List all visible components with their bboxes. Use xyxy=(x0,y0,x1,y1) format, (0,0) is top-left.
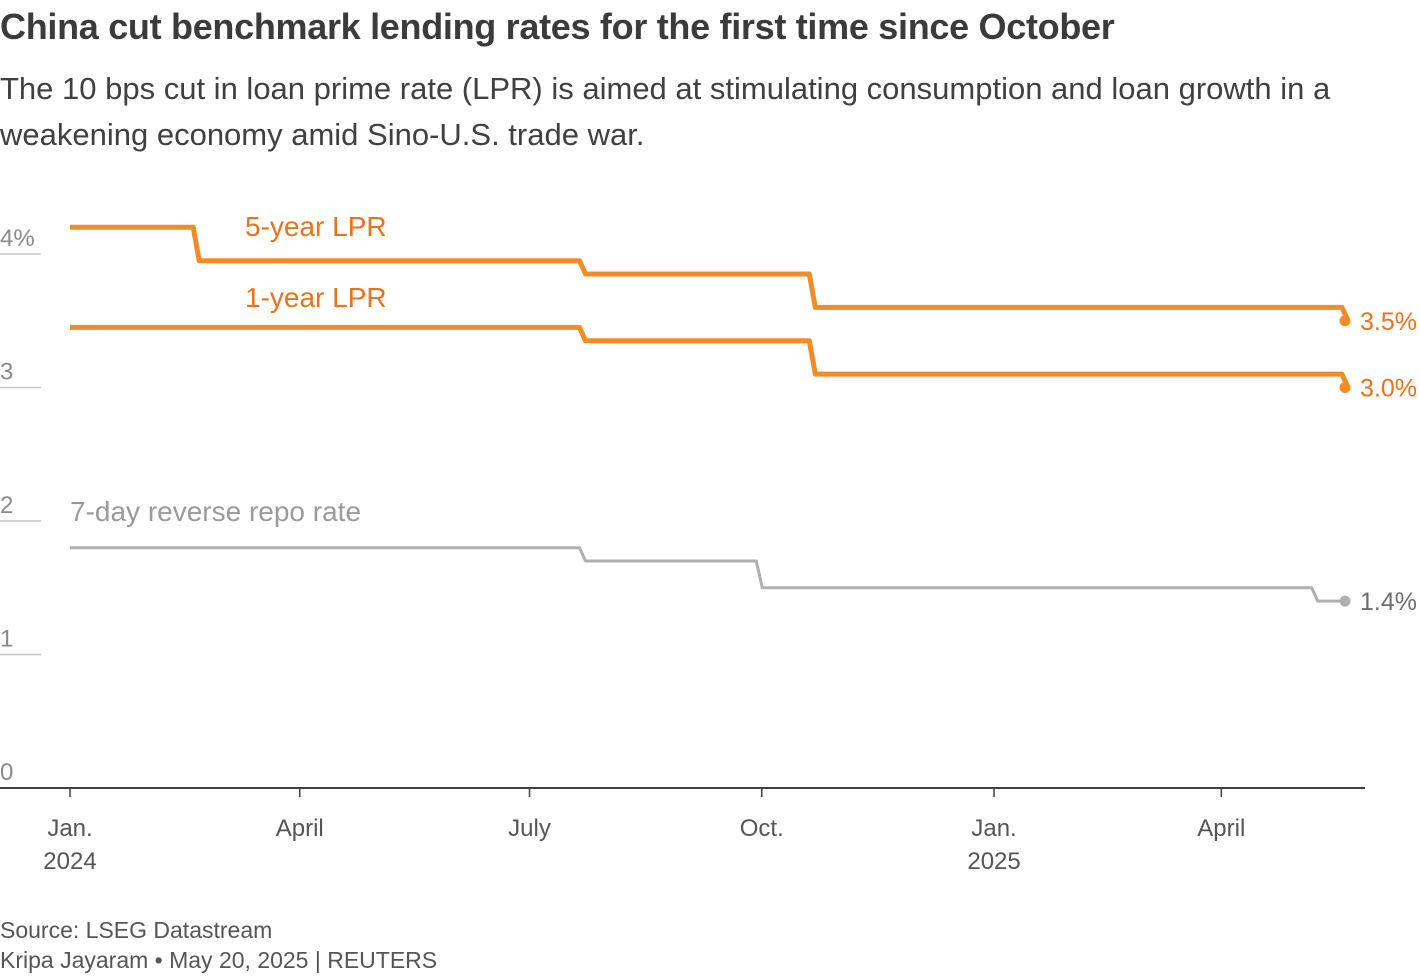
series-end-label-reverse-repo: 1.4% xyxy=(1360,588,1417,616)
series-line-5-year-lpr xyxy=(70,224,1351,322)
credit-line: Kripa Jayaram • May 20, 2025 | REUTERS xyxy=(0,947,438,973)
x-tick-label: Jan. xyxy=(47,815,92,842)
series-end-dot-reverse-repo xyxy=(1339,595,1351,607)
series-end-label-1-year-lpr: 3.0% xyxy=(1360,375,1417,403)
y-tick-label: 4% xyxy=(0,225,35,252)
x-tick-label: April xyxy=(276,815,324,842)
series-end-dot-1-year-lpr xyxy=(1339,382,1351,393)
y-tick-label: 3 xyxy=(0,359,13,386)
series-line-reverse-repo xyxy=(70,546,1345,603)
x-tick-year-label: 2024 xyxy=(43,848,96,875)
series-end-dot-5-year-lpr xyxy=(1339,315,1351,327)
x-tick-year-label: 2025 xyxy=(967,848,1020,875)
x-tick-label: Jan. xyxy=(971,815,1016,842)
chart-subtitle: The 10 bps cut in loan prime rate (LPR) … xyxy=(0,71,1331,152)
series-end-label-5-year-lpr: 3.5% xyxy=(1360,308,1417,336)
source-note: Source: LSEG Datastream xyxy=(0,917,273,943)
series-label-1-year-lpr: 1-year LPR xyxy=(245,282,387,313)
y-tick-label: 2 xyxy=(0,492,13,519)
x-tick-label: April xyxy=(1197,815,1245,842)
series-line-1-year-lpr xyxy=(70,324,1351,389)
y-tick-label: 0 xyxy=(0,759,13,786)
y-tick-label: 1 xyxy=(0,626,13,653)
series-label-reverse-repo: 7-day reverse repo rate xyxy=(70,496,361,527)
x-tick-label: Oct. xyxy=(740,815,784,842)
chart-title: China cut benchmark lending rates for th… xyxy=(0,6,1115,47)
x-tick-label: July xyxy=(508,815,551,842)
series-label-5-year-lpr: 5-year LPR xyxy=(245,211,387,242)
